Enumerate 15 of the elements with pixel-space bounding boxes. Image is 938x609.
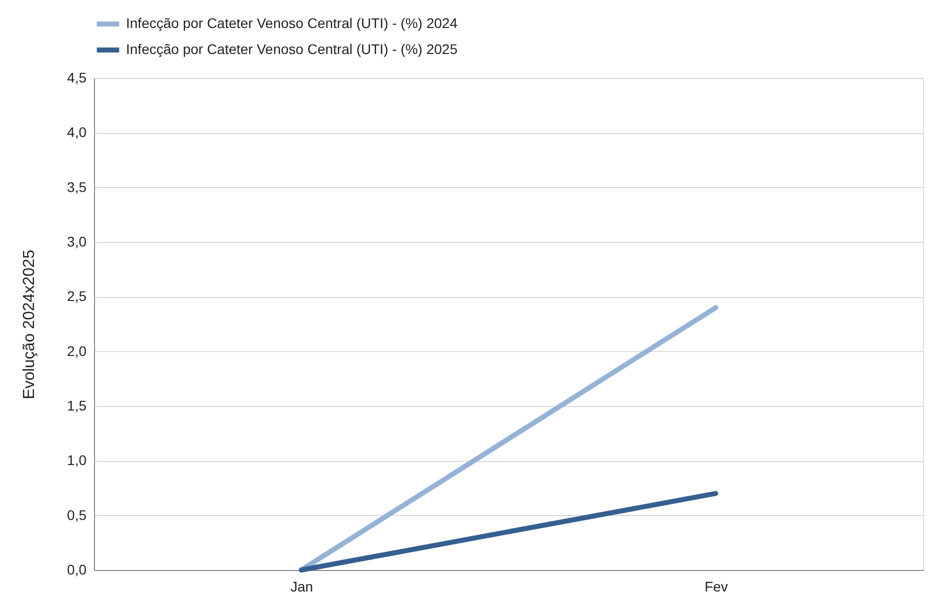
legend-label: Infecção por Cateter Venoso Central (UTI) - (%) 2024 xyxy=(126,15,458,31)
y-axis-title: Evolução 2024x2025 xyxy=(21,250,38,400)
y-tick-label: 1,0 xyxy=(67,452,87,468)
y-tick-label: 4,5 xyxy=(67,70,87,86)
y-tick-label: 3,5 xyxy=(67,178,87,195)
legend-label: Infecção por Cateter Venoso Central (UTI) - (%) 2025 xyxy=(126,41,458,57)
x-tick-label: Jan xyxy=(290,578,314,594)
y-tick-label: 0,0 xyxy=(67,562,87,578)
y-tick-label: 2,0 xyxy=(67,342,87,359)
y-tick-label: 0,5 xyxy=(67,506,87,523)
y-tick-label: 1,5 xyxy=(67,398,87,414)
x-tick-label: Fev xyxy=(704,578,728,594)
y-tick-label: 2,5 xyxy=(67,288,87,304)
y-tick-label: 3,0 xyxy=(67,234,87,250)
y-tick-label: 4,0 xyxy=(67,124,87,140)
